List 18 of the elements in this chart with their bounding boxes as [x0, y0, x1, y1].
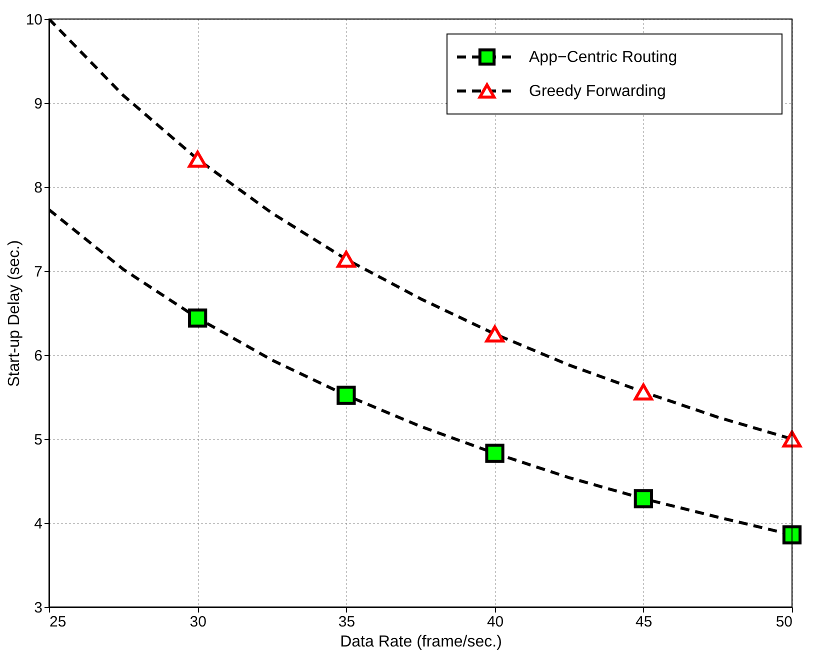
- y-tick-label: 10: [26, 12, 42, 28]
- x-tick-label: 45: [636, 614, 652, 630]
- legend-label: Greedy Forwarding: [529, 83, 666, 100]
- y-tick-label: 5: [34, 432, 42, 448]
- y-tick-label: 7: [34, 264, 42, 280]
- y-axis-title: Start-up Delay (sec.): [6, 240, 23, 387]
- x-tick-label: 25: [50, 614, 66, 630]
- legend-label: App−Centric Routing: [529, 49, 678, 66]
- x-tick-label: 35: [338, 614, 356, 630]
- x-tick-label: 40: [486, 614, 504, 630]
- y-tick-label: 9: [34, 96, 42, 112]
- y-tick-label: 8: [34, 180, 42, 196]
- y-tick-label: 4: [34, 516, 42, 532]
- y-tick-label: 3: [34, 600, 42, 616]
- x-axis-title: Data Rate (frame/sec.): [340, 634, 502, 650]
- x-tick-label: 50: [776, 614, 792, 630]
- y-tick-label: 6: [34, 348, 42, 364]
- x-tick-label: 30: [190, 614, 206, 630]
